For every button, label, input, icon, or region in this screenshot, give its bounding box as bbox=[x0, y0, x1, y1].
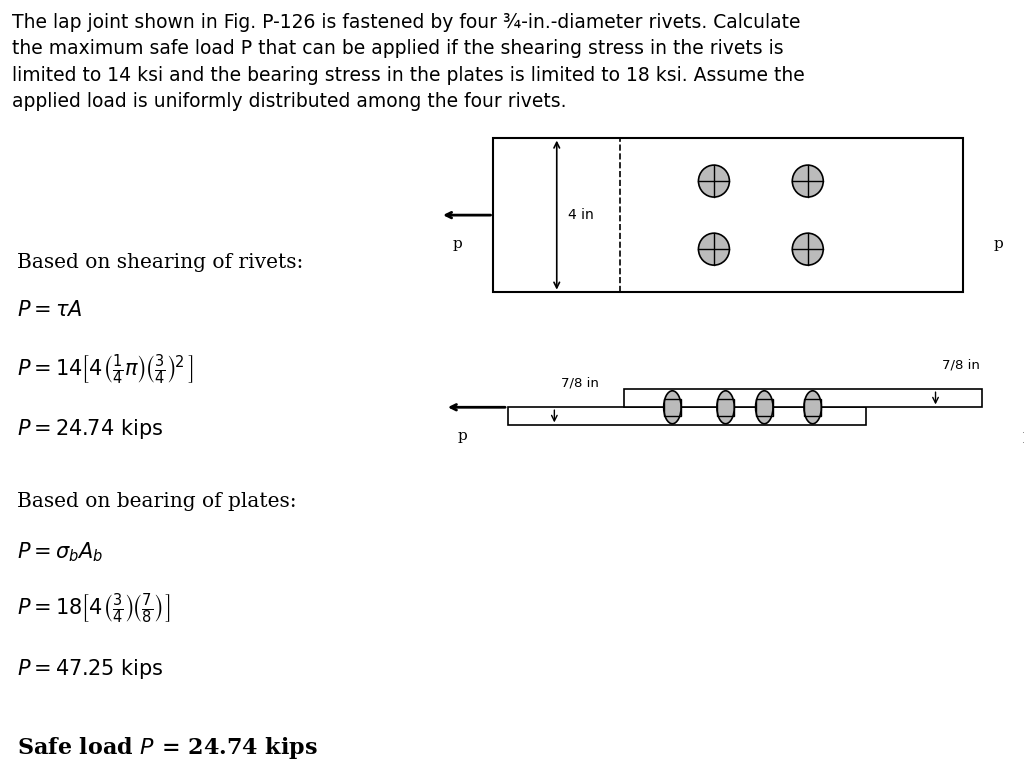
Bar bbox=[717, 399, 734, 415]
Text: p: p bbox=[993, 237, 1004, 251]
Text: $P = 24.74\ \mathrm{kips}$: $P = 24.74\ \mathrm{kips}$ bbox=[17, 417, 164, 442]
Text: Based on shearing of rivets:: Based on shearing of rivets: bbox=[17, 253, 304, 272]
Bar bbox=[494, 137, 963, 293]
Circle shape bbox=[793, 233, 823, 265]
Text: $P = 14\left[4\left(\frac{1}{4}\pi\right)\!\left(\frac{3}{4}\right)^{\!2}\,\righ: $P = 14\left[4\left(\frac{1}{4}\pi\right… bbox=[17, 353, 195, 387]
Bar bbox=[624, 389, 982, 407]
Text: p: p bbox=[458, 429, 467, 443]
Bar bbox=[804, 399, 821, 415]
Bar bbox=[756, 399, 773, 415]
Text: 7/8 in: 7/8 in bbox=[561, 376, 599, 389]
Text: $P = 18\left[4\left(\frac{3}{4}\right)\!\left(\frac{7}{8}\right)\right]$: $P = 18\left[4\left(\frac{3}{4}\right)\!… bbox=[17, 592, 171, 627]
Text: $P = \sigma_b A_b$: $P = \sigma_b A_b$ bbox=[17, 540, 103, 564]
Text: $P = 47.25\ \mathrm{kips}$: $P = 47.25\ \mathrm{kips}$ bbox=[17, 657, 164, 681]
Bar bbox=[664, 399, 681, 415]
Text: Safe load $P$ = 24.74 kips: Safe load $P$ = 24.74 kips bbox=[17, 735, 318, 760]
Ellipse shape bbox=[804, 391, 821, 424]
Text: p: p bbox=[453, 237, 463, 251]
Text: $P = \tau A$: $P = \tau A$ bbox=[17, 300, 83, 320]
Circle shape bbox=[698, 165, 729, 197]
Text: p: p bbox=[1023, 429, 1024, 443]
Text: 7/8 in: 7/8 in bbox=[942, 359, 980, 372]
Text: The lap joint shown in Fig. P-126 is fastened by four ¾-in.-diameter rivets. Cal: The lap joint shown in Fig. P-126 is fas… bbox=[11, 13, 805, 111]
Text: 4 in: 4 in bbox=[568, 208, 594, 222]
Ellipse shape bbox=[664, 391, 681, 424]
Bar bbox=[508, 407, 866, 425]
Circle shape bbox=[698, 233, 729, 265]
Circle shape bbox=[793, 165, 823, 197]
Ellipse shape bbox=[756, 391, 773, 424]
Text: Based on bearing of plates:: Based on bearing of plates: bbox=[17, 492, 297, 511]
Ellipse shape bbox=[717, 391, 734, 424]
